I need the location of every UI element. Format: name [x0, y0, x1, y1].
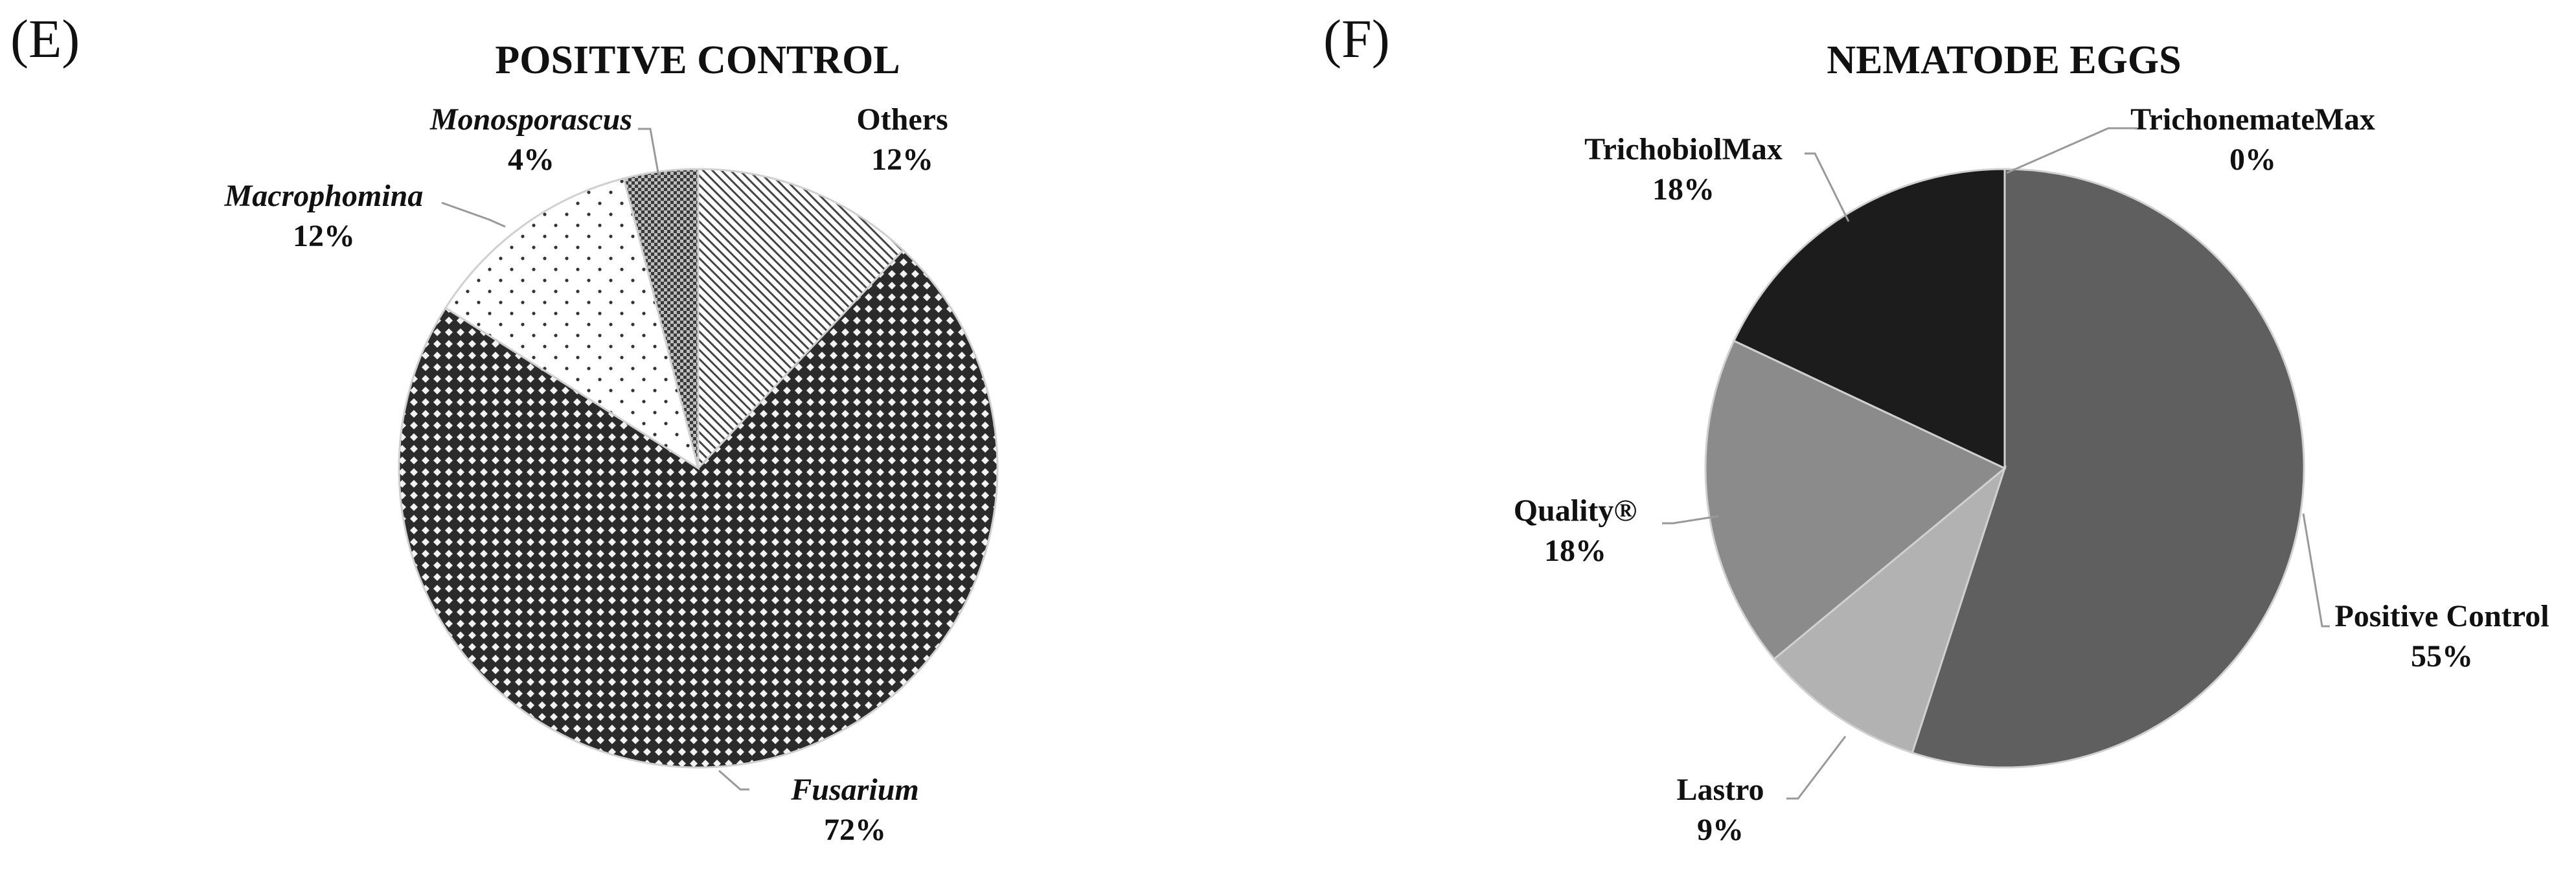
label-fusarium-name: Fusarium	[790, 773, 918, 807]
label-others: Others 12%	[856, 102, 948, 177]
label-monosporascus: Monosporascus 4%	[429, 102, 632, 177]
pie-slice-trichobiolmax	[1732, 168, 2006, 470]
label-macrophomina-value: 12%	[293, 219, 355, 253]
label-fusarium: Fusarium 72%	[790, 773, 918, 847]
label-others-value: 12%	[871, 142, 933, 177]
label-macrophomina: Macrophomina 12%	[224, 179, 424, 253]
label-lastro-name: Lastro	[1676, 773, 1764, 807]
chart-e: (E) POSITIVE CONTROL Others 12% Fusarium…	[10, 9, 999, 847]
pie-e	[398, 168, 999, 769]
label-trichonematemax: TrichonemateMax 0%	[2130, 102, 2375, 177]
chart-title-f: NEMATODE EGGS	[1827, 38, 2181, 82]
label-positive-control: Positive Control 55%	[2334, 599, 2549, 674]
label-trichobiolmax: TrichobiolMax 18%	[1584, 132, 1783, 207]
chart-title-e: POSITIVE CONTROL	[495, 38, 900, 82]
label-macrophomina-name: Macrophomina	[224, 179, 424, 213]
label-fusarium-value: 72%	[824, 813, 886, 847]
pie-slice-quality	[1704, 339, 2007, 661]
leader-line-lastro	[1786, 736, 1847, 800]
label-quality-name: Quality®	[1514, 493, 1637, 528]
label-positive-control-name: Positive Control	[2334, 599, 2549, 633]
pie-f	[1704, 168, 2305, 769]
leader-line-macrophomina	[441, 201, 506, 228]
label-lastro: Lastro 9%	[1676, 773, 1764, 847]
label-trichobiolmax-value: 18%	[1652, 172, 1715, 207]
panel-letter-f: (F)	[1323, 9, 1390, 69]
label-positive-control-value: 55%	[2411, 639, 2473, 674]
label-quality: Quality® 18%	[1514, 493, 1637, 568]
pie-slice-fusarium	[398, 249, 999, 769]
label-lastro-value: 9%	[1697, 813, 1744, 847]
chart-f: (F) NEMATODE EGGS Positive Control 55% L…	[1323, 9, 2549, 847]
leader-line-trichobiolmax	[1805, 152, 1850, 222]
pie-slice-macrophomina	[444, 177, 700, 471]
label-monosporascus-value: 4%	[508, 142, 554, 177]
label-trichonematemax-value: 0%	[2229, 142, 2276, 177]
pie-slice-others	[697, 168, 905, 471]
label-quality-value: 18%	[1544, 534, 1606, 568]
panel-letter-e: (E)	[10, 9, 80, 69]
leader-line-positive-control	[2302, 513, 2330, 628]
leader-line-monosporascus	[638, 128, 660, 177]
pie-slice-lastro	[1772, 465, 2007, 754]
leader-line-trichonematemax	[2006, 127, 2137, 174]
label-monosporascus-name: Monosporascus	[429, 102, 632, 137]
pie-slice-positive-control	[1911, 168, 2305, 769]
pie-slice-monosporascus	[622, 168, 700, 469]
leader-line-fusarium	[718, 769, 749, 791]
leader-line-quality	[1662, 515, 1719, 525]
label-trichonematemax-name: TrichonemateMax	[2130, 102, 2375, 137]
label-others-name: Others	[856, 102, 948, 137]
label-trichobiolmax-name: TrichobiolMax	[1584, 132, 1783, 166]
